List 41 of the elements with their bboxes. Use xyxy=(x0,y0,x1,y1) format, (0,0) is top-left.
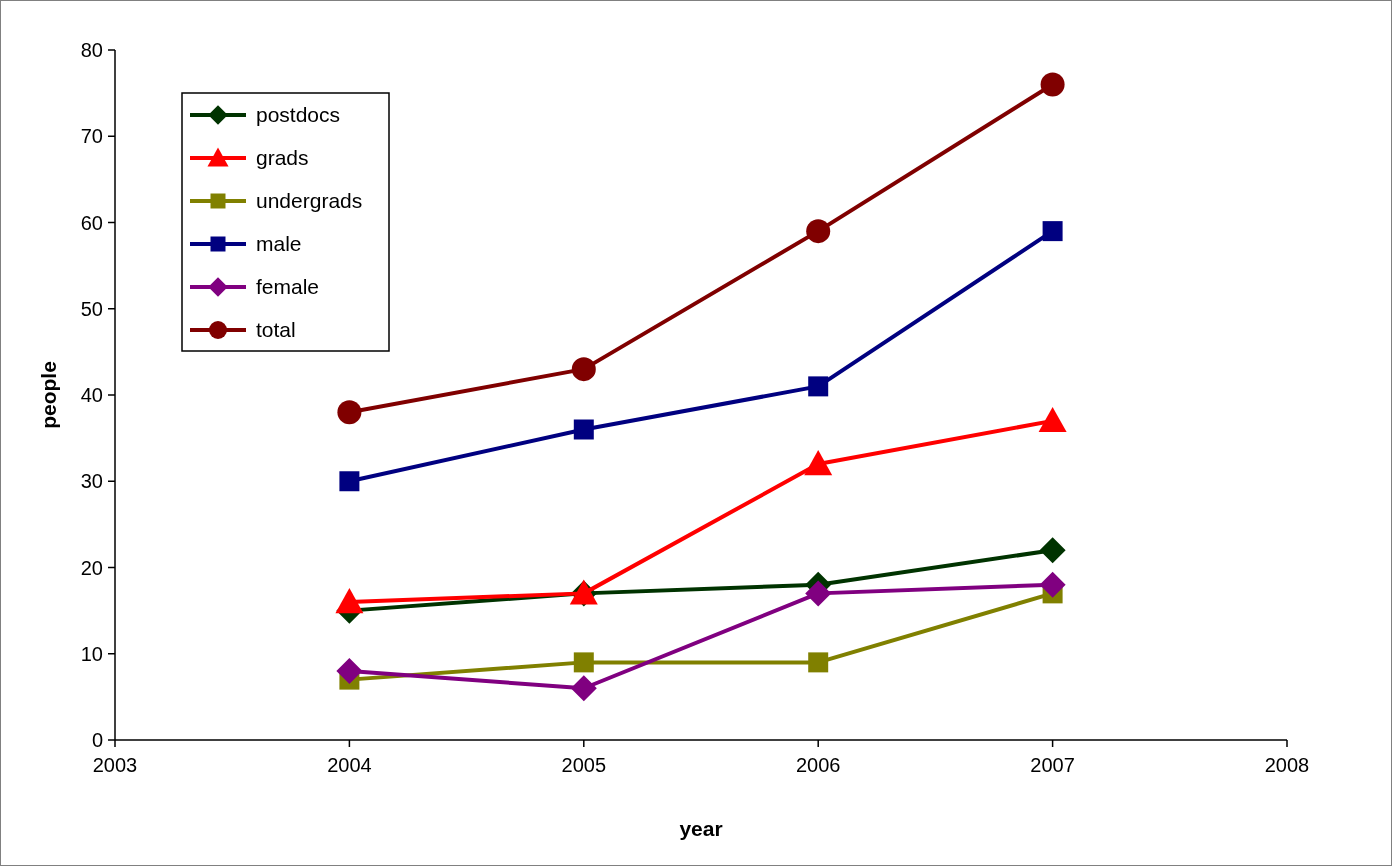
legend-label: undergrads xyxy=(256,189,363,213)
point xyxy=(805,580,832,607)
y-tick-label: 80 xyxy=(80,39,103,61)
x-tick-label: 2008 xyxy=(1264,754,1310,776)
y-tick-label: 50 xyxy=(80,297,103,320)
x-tick-label: 2005 xyxy=(561,754,607,776)
point xyxy=(1040,72,1065,97)
legend-label: postdocs xyxy=(256,103,341,127)
legend-label: grads xyxy=(256,146,309,170)
point xyxy=(1042,221,1063,242)
point xyxy=(573,652,594,673)
point xyxy=(335,588,364,614)
point xyxy=(337,400,362,425)
point xyxy=(806,219,831,244)
y-tick-label: 0 xyxy=(91,729,103,751)
point xyxy=(573,419,594,440)
y-tick-label: 60 xyxy=(80,211,103,234)
point xyxy=(808,652,829,673)
point xyxy=(808,376,829,397)
x-axis-title: year xyxy=(679,817,723,840)
x-tick-label: 2003 xyxy=(92,754,138,776)
x-tick-label: 2004 xyxy=(327,754,372,776)
legend-label: male xyxy=(256,232,302,256)
point xyxy=(570,675,597,702)
point xyxy=(1038,406,1067,433)
y-tick-label: 10 xyxy=(80,642,103,665)
point xyxy=(1039,571,1066,598)
legend-label: female xyxy=(256,275,320,299)
point xyxy=(1039,537,1066,564)
point xyxy=(339,471,360,492)
point xyxy=(571,357,596,382)
y-tick-label: 20 xyxy=(80,556,103,579)
legend-label: total xyxy=(256,318,296,342)
point xyxy=(804,450,833,476)
x-tick-label: 2006 xyxy=(795,754,841,776)
x-tick-label: 2007 xyxy=(1030,754,1075,776)
y-tick-label: 30 xyxy=(80,470,103,493)
y-tick-label: 40 xyxy=(80,384,103,406)
y-axis-title: people xyxy=(37,361,60,429)
y-tick-label: 70 xyxy=(80,125,103,148)
point xyxy=(336,658,363,684)
